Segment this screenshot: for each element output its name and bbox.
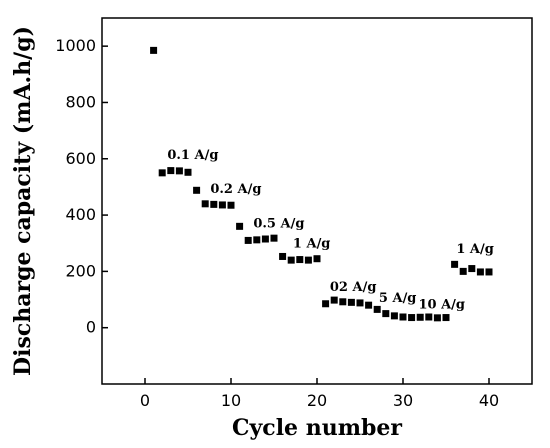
data-point (468, 265, 476, 273)
y-tick-label: 0 (86, 318, 96, 337)
x-tick-label: 10 (221, 391, 241, 410)
data-series (150, 46, 493, 322)
data-point (433, 314, 441, 322)
data-point (270, 234, 278, 242)
rate-annotation: 1 A/g (456, 242, 494, 257)
data-point (150, 46, 158, 54)
data-point (322, 300, 330, 308)
rate-annotation: 0.5 A/g (253, 217, 304, 232)
data-point (261, 235, 269, 243)
x-tick-label: 40 (479, 391, 499, 410)
data-point (399, 313, 407, 321)
data-point (304, 256, 312, 264)
data-point (459, 267, 467, 275)
data-point (356, 299, 364, 307)
data-point (175, 167, 183, 175)
data-point (244, 236, 252, 244)
data-point (201, 200, 209, 208)
data-point (279, 252, 287, 260)
y-axis-title: Discharge capacity (mA.h/g) (10, 26, 36, 376)
rate-annotation: 0.1 A/g (167, 148, 218, 163)
data-point (167, 167, 175, 175)
data-point (408, 314, 416, 322)
y-axis: 0 200 400 600 800 1000 (55, 36, 108, 337)
rate-annotation: 10 A/g (418, 298, 465, 313)
data-point (425, 313, 433, 321)
data-point (339, 298, 347, 306)
data-point (330, 296, 338, 304)
rate-annotation: 5 A/g (379, 291, 417, 306)
rate-annotation: 0.2 A/g (210, 182, 261, 197)
data-point (210, 200, 218, 208)
y-tick-label: 600 (65, 149, 96, 168)
rate-annotation: 02 A/g (330, 280, 377, 295)
data-point (236, 222, 244, 230)
x-axis: 0 10 20 30 40 (140, 378, 499, 410)
y-tick-label: 400 (65, 205, 96, 224)
data-point (451, 260, 459, 268)
data-point (253, 236, 261, 244)
data-point (158, 169, 166, 177)
data-point (347, 298, 355, 306)
x-tick-label: 0 (140, 391, 150, 410)
y-tick-label: 800 (65, 92, 96, 111)
data-point (313, 255, 321, 263)
data-point (390, 312, 398, 320)
data-point (193, 186, 201, 194)
data-point (287, 256, 295, 264)
data-point (184, 168, 192, 176)
data-point (476, 268, 484, 276)
data-point (365, 301, 373, 309)
y-tick-label: 200 (65, 261, 96, 280)
data-point (416, 313, 424, 321)
data-point (373, 305, 381, 313)
data-point (227, 201, 235, 209)
y-tick-label: 1000 (55, 36, 96, 55)
x-tick-label: 30 (393, 391, 413, 410)
data-point (382, 310, 390, 318)
x-axis-title: Cycle number (232, 415, 402, 441)
rate-annotation: 1 A/g (293, 236, 331, 251)
annotations: 0.1 A/g 0.2 A/g 0.5 A/g 1 A/g 02 A/g5 A/g 10 … (167, 148, 493, 313)
data-point (442, 314, 450, 322)
x-tick-label: 20 (307, 391, 327, 410)
plot-frame (101, 17, 533, 385)
data-point (218, 201, 226, 209)
data-point (485, 268, 493, 276)
data-point (296, 256, 304, 264)
